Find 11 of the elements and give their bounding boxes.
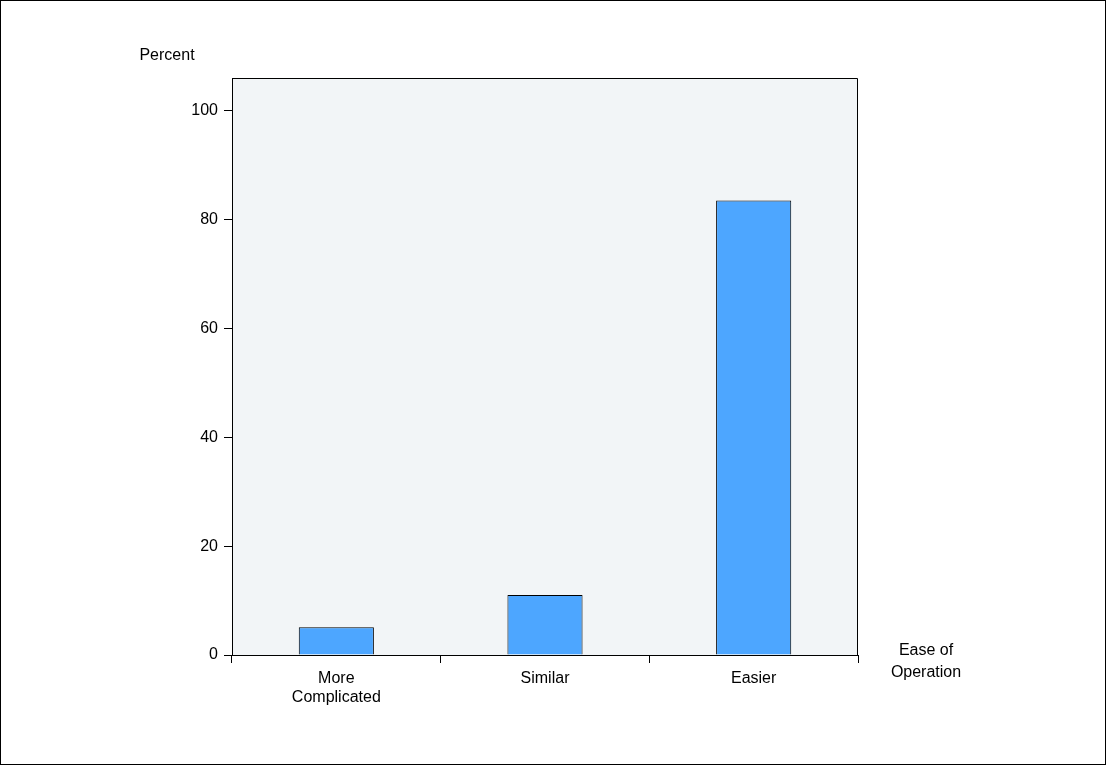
x-tick-label: More Complicated bbox=[291, 669, 381, 706]
x-tick-label: Similar bbox=[520, 669, 571, 687]
y-tick-label: 100 bbox=[191, 101, 219, 119]
y-tick-label: 20 bbox=[200, 536, 219, 554]
x-tick-label: Easier bbox=[730, 669, 778, 687]
y-axis-title: Percent bbox=[139, 46, 196, 64]
y-tick-label: 60 bbox=[200, 318, 219, 336]
y-tick-label: 80 bbox=[200, 209, 219, 227]
x-axis-title: Ease of Operation bbox=[890, 641, 962, 681]
y-tick-label: 0 bbox=[209, 645, 219, 663]
y-tick-label: 40 bbox=[200, 427, 219, 445]
